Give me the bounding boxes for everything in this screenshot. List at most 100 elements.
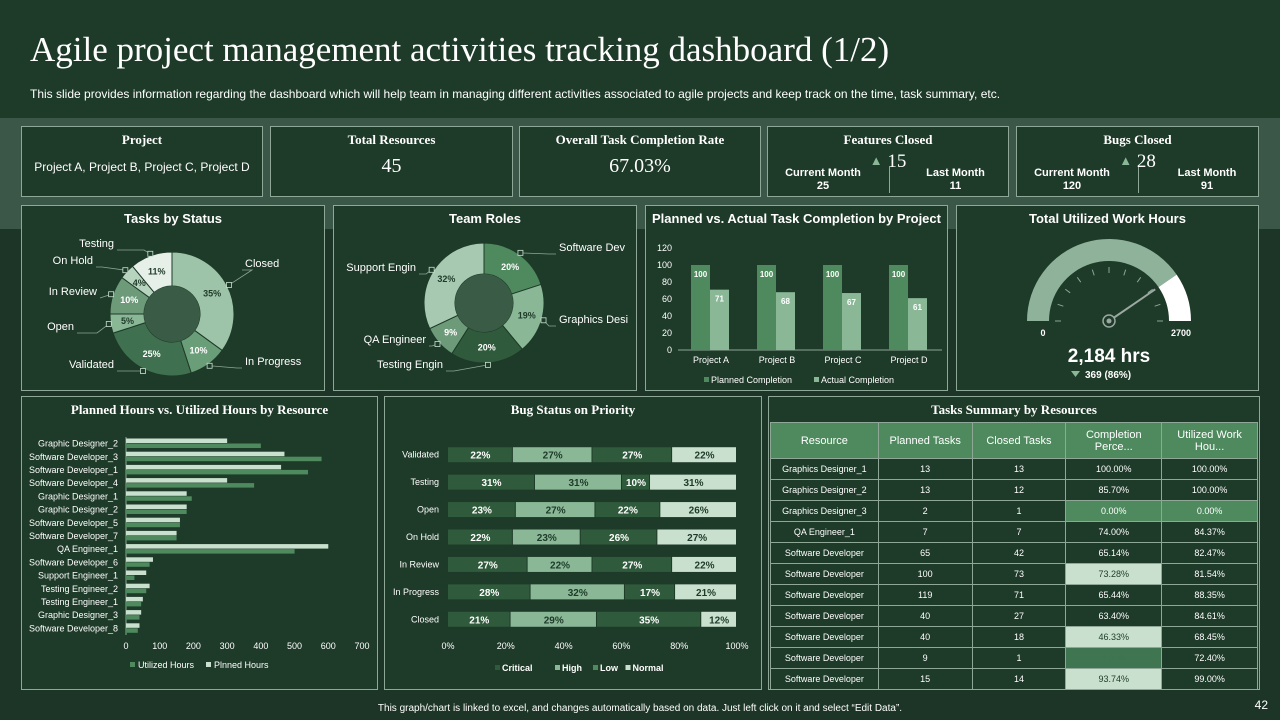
pva-bar-project-a-actual-completion — [710, 289, 729, 350]
bugs-segment-closed-critical — [448, 611, 510, 627]
roles-leader-marker-qa-engineer — [434, 341, 441, 347]
hours-bar-12-plnned-hours — [126, 596, 143, 602]
bugs-category-label-in-progress: In Progress — [393, 587, 440, 597]
roles-leader-marker-graphics-desi — [540, 317, 547, 324]
gauge-tick-4 — [1091, 269, 1095, 276]
team-roles-title: Team Roles — [448, 211, 521, 226]
hours-bar-11-utilized-hours — [126, 588, 147, 594]
kpi-features-current: Current Month 25 — [778, 167, 868, 193]
bugs-data-label-closed-high: 29% — [544, 615, 564, 626]
bugs-data-label-testing-normal: 31% — [684, 478, 704, 489]
hours-category-label-11: Testing Engineer_2 — [41, 584, 118, 594]
hours-bar-13-plnned-hours — [126, 610, 142, 615]
kpi-features-last: Last Month 11 — [908, 167, 1003, 193]
table-cell-completion-perce: 0.00% — [1065, 500, 1163, 522]
bugs-segment-open-normal — [660, 502, 736, 518]
status-leader-marker-testing — [147, 250, 154, 257]
table-cell-completion-perce: 65.44% — [1065, 584, 1163, 606]
bugs-xtick-60: 60% — [612, 641, 630, 651]
hours-category-label-7: Software Developer_7 — [29, 531, 118, 541]
gauge-delta-label: 369 (86%) — [1085, 370, 1131, 381]
bugs-category-label-on-hold: On Hold — [406, 532, 439, 542]
pva-data-label-project-b-actual-completion: 68 — [781, 297, 790, 306]
gauge-value-arc — [1027, 239, 1177, 321]
hours-by-resource-title: Planned Hours vs. Utilized Hours by Reso… — [70, 402, 329, 417]
hours-bar-1-utilized-hours — [126, 456, 322, 462]
table-row: Software Developer 119 71 65.44% 88.35% — [770, 584, 1258, 606]
bugs-data-label-in-review-low: 27% — [622, 560, 642, 571]
status-value-label-open: 5% — [121, 316, 134, 326]
bugs-data-label-in-progress-critical: 28% — [479, 588, 499, 599]
bugs-xtick-40: 40% — [555, 641, 573, 651]
pva-ytick-60: 60 — [662, 294, 672, 304]
table-cell-resource: Software Developer — [770, 605, 879, 627]
pva-ytick-100: 100 — [657, 260, 672, 270]
gauge-tick-9 — [1154, 303, 1161, 307]
table-cell-utilized-work-hou: 99.00% — [1161, 668, 1258, 689]
bugs-segment-in-review-high — [527, 556, 592, 572]
bugs-data-label-validated-critical: 22% — [470, 451, 490, 462]
pva-ytick-120: 120 — [657, 243, 672, 253]
hours-bar-13-utilized-hours — [126, 615, 140, 620]
table-cell-planned-tasks: 119 — [877, 584, 973, 606]
kpi-bugs-label: Bugs Closed — [1103, 132, 1172, 147]
bugs-segment-on-hold-low — [580, 529, 657, 545]
pva-ytick-20: 20 — [662, 328, 672, 338]
bugs-segment-in-review-low — [592, 556, 672, 572]
gauge-min-label: 0 — [1040, 328, 1045, 338]
table-body: Graphics Designer_1 13 13 100.00% 100.00% Gra… — [770, 458, 1258, 689]
hours-legend-swatch-plnned-hours — [206, 662, 211, 667]
hours-category-label-14: Software Developer_8 — [29, 623, 118, 633]
table-cell-closed-tasks: 1 — [971, 500, 1067, 522]
roles-center-hole — [455, 274, 513, 332]
hours-bar-12-utilized-hours — [126, 601, 142, 607]
table-cell-utilized-work-hou: 100.00% — [1161, 479, 1258, 501]
roles-value-label-qa-engineer: 9% — [444, 327, 457, 337]
table-cell-planned-tasks: 40 — [877, 605, 973, 627]
hours-legend-label-plnned-hours: Plnned Hours — [214, 660, 269, 670]
status-leader-line-testing — [117, 249, 151, 255]
table-cell-resource: Software Developer — [770, 626, 879, 648]
hours-bar-4-utilized-hours — [126, 496, 192, 501]
hours-xtick-400: 400 — [253, 641, 268, 651]
bugs-legend-swatch-low — [593, 665, 598, 670]
hours-legend-swatch-utilized-hours — [130, 662, 135, 667]
hours-bar-3-plnned-hours — [126, 478, 228, 483]
bugs-category-label-in-review: In Review — [399, 559, 439, 569]
bugs-segment-closed-high — [510, 611, 596, 627]
hours-category-label-2: Software Developer_1 — [29, 465, 118, 475]
hours-bar-14-utilized-hours — [126, 628, 138, 633]
kpi-bugs-last: Last Month 91 — [1162, 167, 1252, 193]
status-category-label-in-progress: In Progress — [245, 356, 302, 368]
table-row: Software Developer 15 14 93.74% 99.00% — [770, 668, 1258, 689]
column-header-planned-tasks: Planned Tasks — [877, 422, 973, 459]
hours-category-label-4: Graphic Designer_1 — [38, 491, 118, 501]
status-category-label-validated: Validated — [69, 359, 114, 371]
bugs-data-label-in-review-normal: 22% — [695, 560, 715, 571]
table-cell-closed-tasks: 42 — [971, 542, 1067, 564]
team-roles-chart: 20% Software Dev 19% Graphics Desi 20% Testin… — [346, 242, 628, 372]
column-header-completion-perce: Completion Perce... — [1065, 422, 1163, 459]
bugs-segment-in-progress-normal — [675, 584, 736, 600]
kpi-bugs-current-label: Current Month — [1034, 167, 1110, 179]
gauge-tick-2 — [1065, 288, 1071, 294]
kpi-features-delta-value: 15 — [887, 151, 907, 172]
kpi-project-label: Project — [121, 132, 163, 147]
bugs-data-label-testing-critical: 31% — [481, 478, 501, 489]
kpi-features-label: Features Closed — [843, 132, 933, 147]
pva-ytick-0: 0 — [667, 345, 672, 355]
kpi-bugs-delta-value: 28 — [1136, 151, 1156, 172]
table-cell-closed-tasks: 27 — [971, 605, 1067, 627]
work-hours-panel: Total Utilized Work Hours 0 2700 2,184 hrs… — [956, 205, 1259, 391]
hours-bar-0-plnned-hours — [126, 438, 228, 443]
kpi-features-last-value: 11 — [949, 180, 962, 192]
table-cell-closed-tasks: 1 — [971, 647, 1067, 669]
status-category-label-testing: Testing — [79, 238, 114, 250]
kpi-completion-value: 67.03% — [609, 155, 671, 177]
hours-xtick-0: 0 — [123, 641, 128, 651]
table-cell-planned-tasks: 100 — [877, 563, 973, 585]
bugs-category-label-closed: Closed — [411, 614, 439, 624]
hours-category-label-5: Graphic Designer_2 — [38, 505, 118, 515]
bugs-data-label-validated-high: 27% — [543, 451, 563, 462]
gauge-remaining-arc — [1158, 274, 1191, 321]
